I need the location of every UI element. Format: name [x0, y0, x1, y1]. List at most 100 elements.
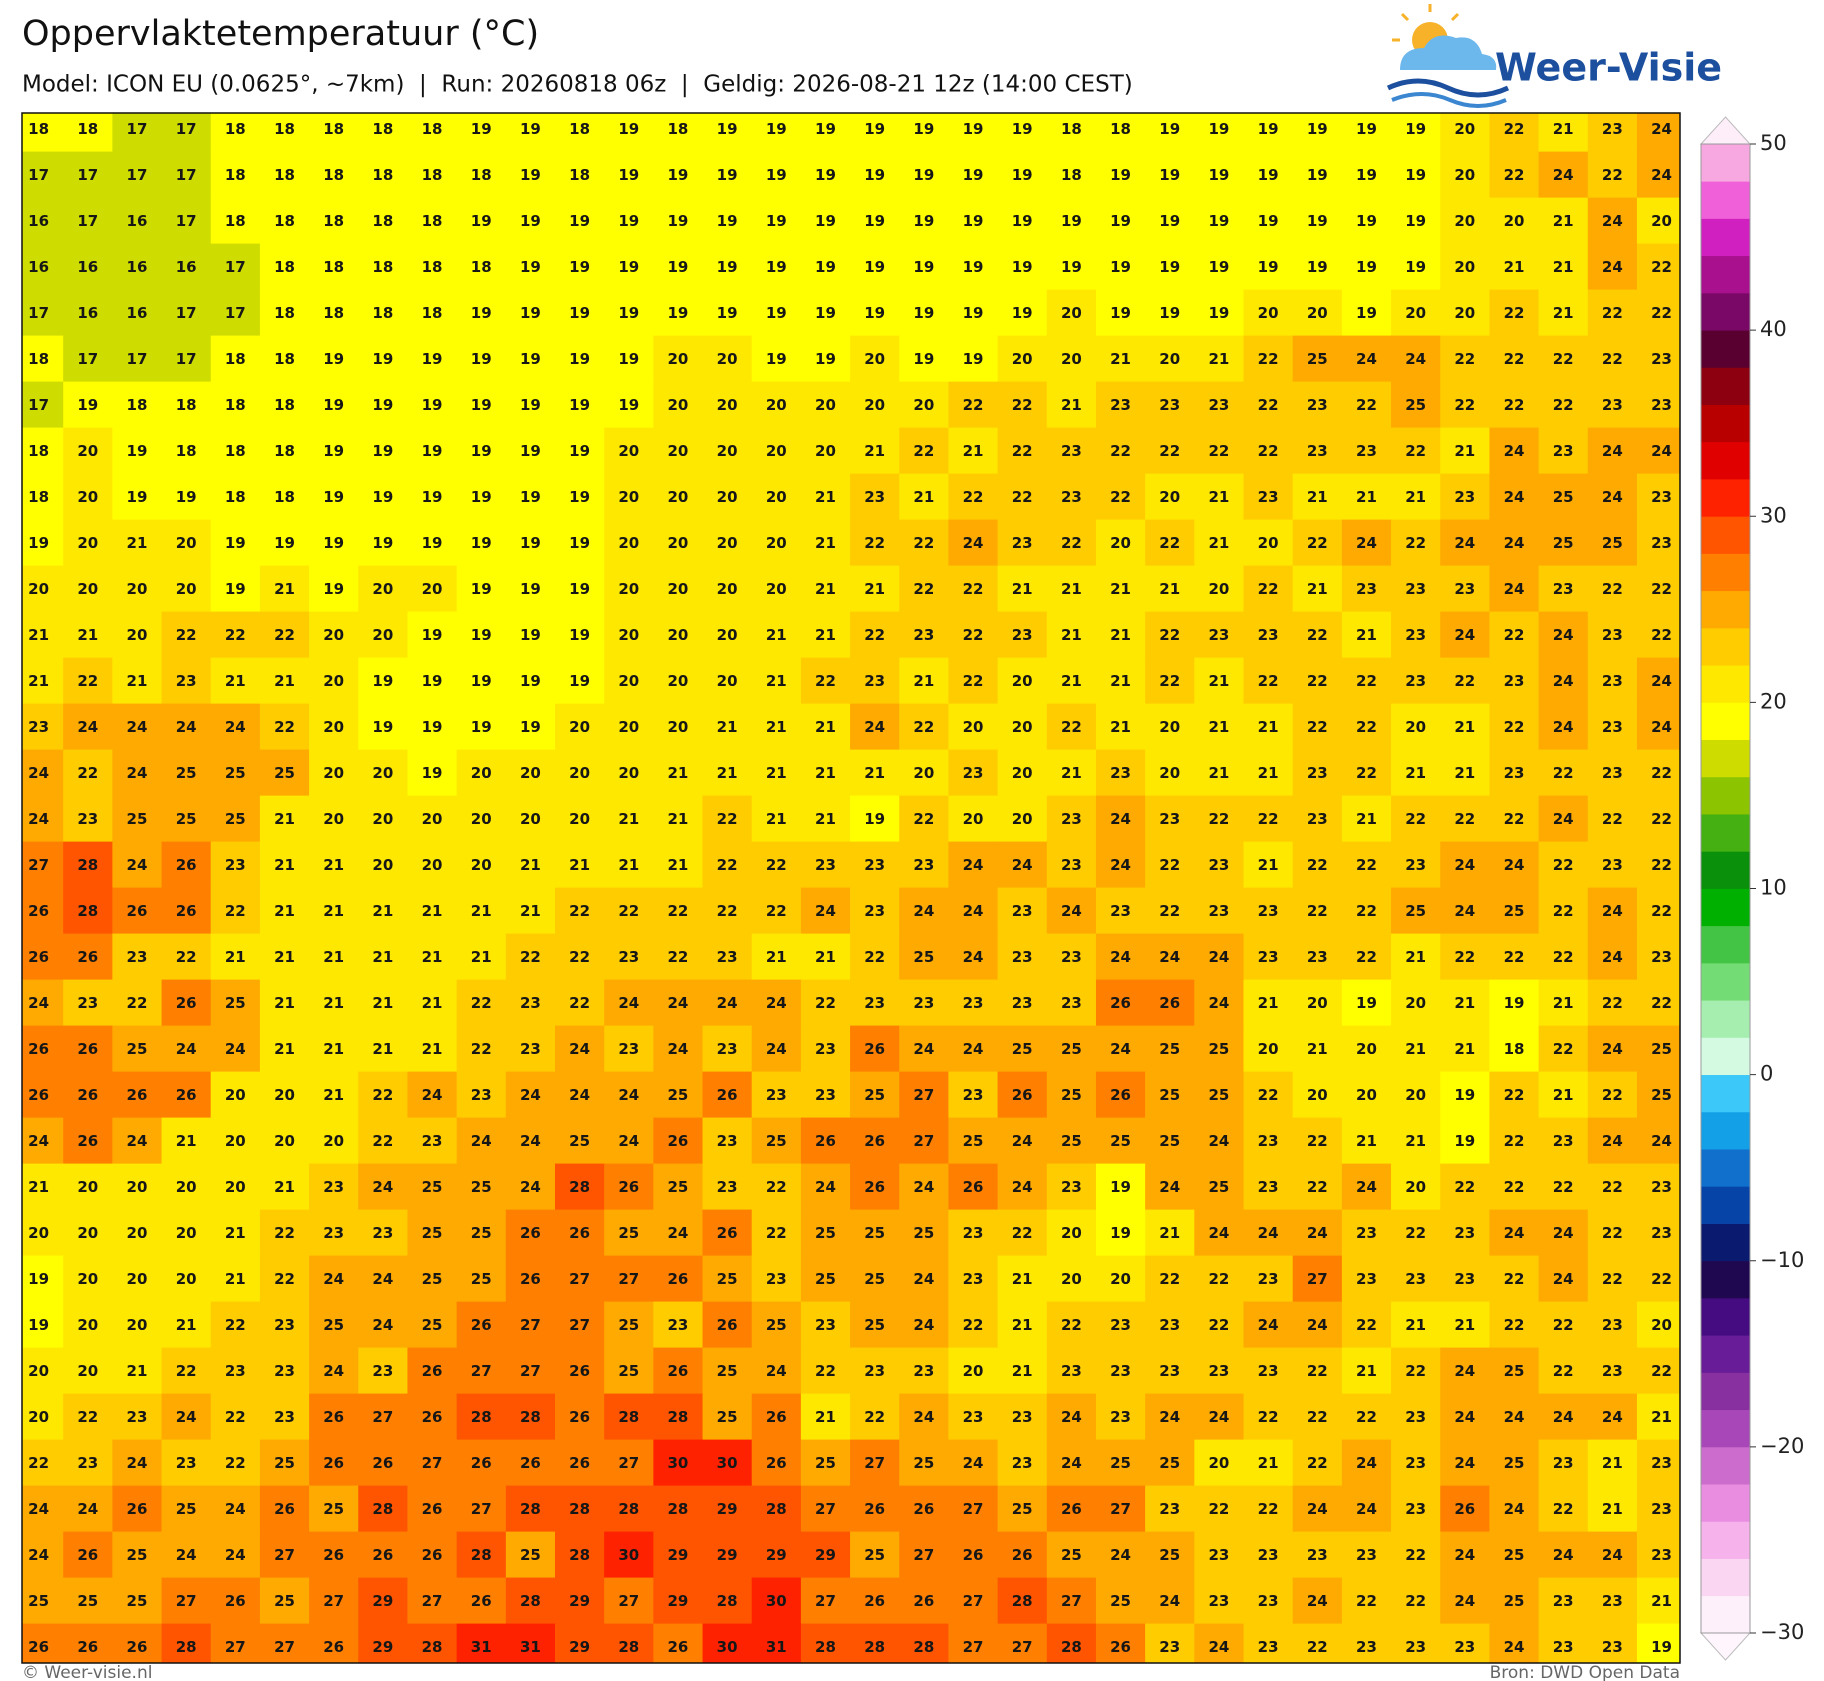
- temperature-label: 25: [1504, 1362, 1525, 1380]
- temperature-cell: [800, 795, 851, 843]
- temperature-label: 26: [1061, 1500, 1082, 1518]
- temperature-label: 25: [913, 1454, 934, 1472]
- temperature-cell: [1292, 243, 1343, 291]
- temperature-label: 25: [1504, 902, 1525, 920]
- temperature-label: 20: [176, 1270, 197, 1288]
- temperature-label: 22: [1602, 166, 1623, 184]
- temperature-label: 22: [1356, 1316, 1377, 1334]
- temperature-cell: [22, 703, 64, 751]
- temperature-label: 23: [1159, 1638, 1180, 1656]
- temperature-cell: [1145, 841, 1195, 889]
- temperature-label: 19: [1159, 304, 1180, 322]
- temperature-label: 21: [766, 672, 787, 690]
- temperature-label: 24: [1602, 488, 1623, 506]
- temperature-cell: [702, 657, 753, 705]
- temperature-label: 25: [1405, 396, 1426, 414]
- temperature-cell: [653, 151, 704, 199]
- temperature-label: 26: [864, 1500, 885, 1518]
- temperature-label: 22: [963, 626, 984, 644]
- temperature-label: 20: [668, 672, 689, 690]
- temperature-cell: [653, 749, 704, 797]
- temperature-label: 22: [1159, 902, 1180, 920]
- temperature-cell: [997, 473, 1048, 521]
- temperature-label: 21: [274, 1040, 295, 1058]
- temperature-label: 24: [864, 718, 885, 736]
- temperature-label: 19: [1110, 1224, 1131, 1242]
- temperature-cell: [751, 749, 802, 797]
- temperature-cell: [505, 427, 556, 475]
- temperature-label: 19: [913, 258, 934, 276]
- temperature-label: 19: [668, 304, 689, 322]
- temperature-label: 19: [569, 672, 590, 690]
- temperature-cell: [948, 657, 999, 705]
- temperature-cell: [554, 749, 605, 797]
- temperature-cell: [259, 565, 310, 613]
- temperature-label: 19: [1454, 1086, 1475, 1104]
- temperature-cell: [554, 473, 605, 521]
- temperature-cell: [112, 427, 163, 475]
- temperature-label: 26: [569, 1224, 590, 1242]
- temperature-label: 26: [1159, 994, 1180, 1012]
- colorbar-segment: [1701, 441, 1750, 480]
- temperature-label: 24: [1159, 1178, 1180, 1196]
- temperature-label: 27: [520, 1316, 541, 1334]
- temperature-cell: [1292, 749, 1343, 797]
- temperature-label: 23: [1258, 902, 1279, 920]
- colorbar-tick-label: 50: [1760, 131, 1787, 155]
- temperature-label: 22: [1602, 304, 1623, 322]
- temperature-cell: [702, 289, 753, 337]
- temperature-label: 25: [274, 1592, 295, 1610]
- temperature-label: 20: [372, 580, 393, 598]
- temperature-cell: [800, 243, 851, 291]
- colorbar-tick-label: 0: [1760, 1062, 1773, 1086]
- temperature-cell: [1292, 289, 1343, 337]
- temperature-label: 23: [1602, 120, 1623, 138]
- temperature-label: 23: [668, 1316, 689, 1334]
- temperature-label: 24: [963, 534, 984, 552]
- temperature-cell: [997, 611, 1048, 659]
- temperature-cell: [604, 887, 654, 935]
- temperature-cell: [22, 887, 64, 935]
- temperature-label: 26: [717, 1316, 738, 1334]
- temperature-cell: [309, 611, 359, 659]
- temperature-label: 22: [1553, 1178, 1574, 1196]
- temperature-label: 25: [1159, 1086, 1180, 1104]
- temperature-cell: [1292, 703, 1343, 751]
- temperature-label: 18: [422, 166, 443, 184]
- temperature-cell: [456, 113, 507, 153]
- temperature-label: 21: [1553, 120, 1574, 138]
- temperature-label: 20: [766, 534, 787, 552]
- temperature-label: 26: [28, 1638, 49, 1656]
- colorbar-segment: [1701, 962, 1750, 1001]
- temperature-label: 19: [520, 442, 541, 460]
- temperature-cell: [800, 657, 851, 705]
- temperature-label: 21: [1307, 580, 1328, 598]
- temperature-cell: [407, 335, 458, 383]
- temperature-label: 29: [372, 1592, 393, 1610]
- temperature-label: 24: [766, 1040, 787, 1058]
- colorbar-segment: [1701, 1521, 1750, 1559]
- temperature-cell: [1194, 427, 1245, 475]
- temperature-cell: [1391, 795, 1441, 843]
- temperature-cell: [505, 519, 556, 567]
- temperature-label: 20: [77, 488, 98, 506]
- temperature-label: 21: [1012, 1270, 1033, 1288]
- temperature-cell: [850, 427, 900, 475]
- temperature-label: 21: [766, 948, 787, 966]
- temperature-cell: [751, 243, 802, 291]
- temperature-cell: [751, 473, 802, 521]
- temperature-cell: [309, 113, 359, 153]
- temperature-cell: [358, 289, 409, 337]
- temperature-label: 19: [422, 488, 443, 506]
- temperature-label: 22: [1356, 718, 1377, 736]
- temperature-label: 22: [1208, 1500, 1229, 1518]
- temperature-label: 16: [77, 304, 98, 322]
- temperature-label: 24: [28, 810, 49, 828]
- temperature-label: 28: [618, 1408, 639, 1426]
- temperature-cell: [1489, 473, 1540, 521]
- temperature-label: 23: [1258, 488, 1279, 506]
- temperature-label: 24: [963, 1454, 984, 1472]
- temperature-label: 23: [1356, 1546, 1377, 1564]
- temperature-cell: [1145, 565, 1195, 613]
- temperature-label: 23: [1061, 442, 1082, 460]
